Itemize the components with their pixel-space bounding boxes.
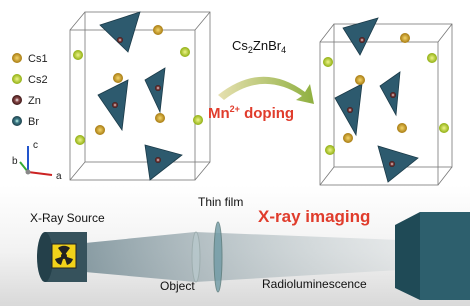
doping-part: doping — [240, 105, 294, 122]
crystal-axes: c b a — [12, 140, 62, 182]
axis-label: c — [33, 140, 38, 151]
xray-source — [37, 232, 87, 282]
radioluminescence-label: Radioluminescence — [262, 277, 367, 291]
object-lens — [192, 232, 200, 282]
film-label: Thin film — [198, 195, 243, 209]
imaging-label: X-ray imaging — [258, 207, 370, 226]
formula: Cs2ZnBr4 — [232, 38, 286, 55]
axis-label: b — [12, 156, 18, 167]
doping-arrow — [218, 77, 314, 104]
thin-film — [214, 222, 222, 292]
axis-label: a — [56, 171, 62, 182]
legend: Cs1 Cs2 Zn Br — [12, 53, 48, 128]
formula-part: ZnBr — [253, 38, 282, 53]
source-label: X-Ray Source — [30, 211, 105, 225]
legend-label: Br — [28, 116, 39, 128]
legend-label: Cs2 — [28, 74, 48, 86]
legend-label: Zn — [28, 95, 41, 107]
page: Cs1 Cs2 Zn Br c b a Cs2ZnBr4 Mn2+ doping… — [0, 0, 470, 306]
unit-cell-left — [70, 12, 210, 180]
doping-label: Mn2+ doping — [208, 104, 294, 122]
legend-label: Cs1 — [28, 53, 48, 65]
doping-part: 2+ — [230, 104, 240, 114]
camera — [395, 212, 470, 300]
formula-part: 4 — [281, 45, 286, 55]
doping-part: Mn — [208, 105, 230, 122]
formula-part: Cs — [232, 38, 248, 53]
object-label: Object — [160, 279, 195, 293]
illustration: Cs1 Cs2 Zn Br c b a Cs2ZnBr4 Mn2+ doping… — [0, 0, 470, 306]
